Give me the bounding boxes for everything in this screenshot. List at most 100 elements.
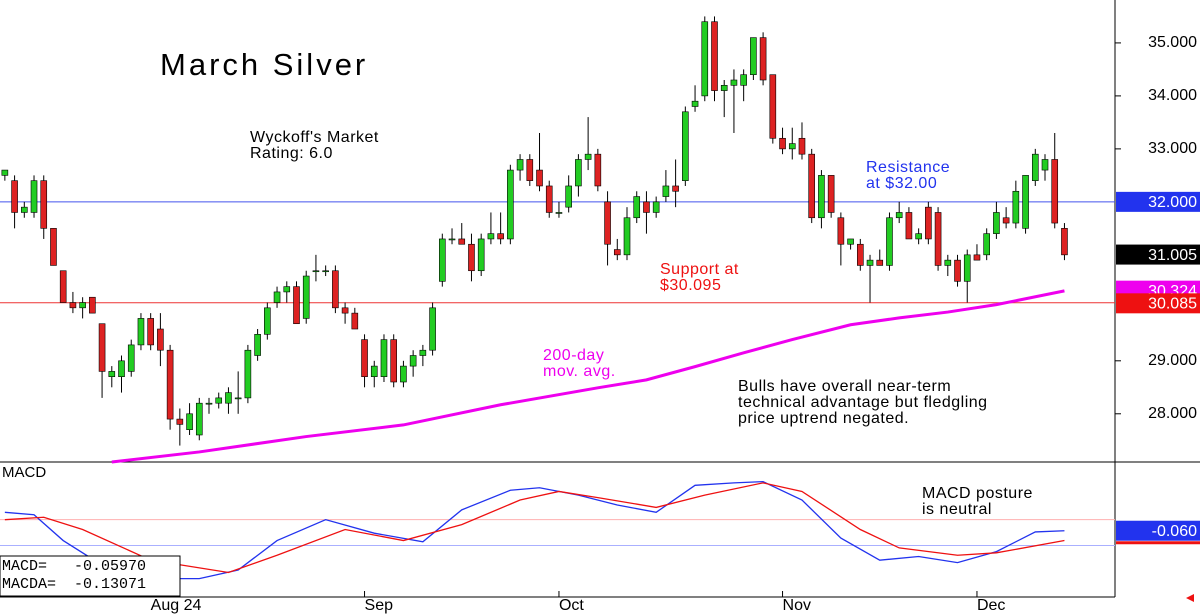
- candle-body: [584, 153, 592, 160]
- candle-body: [672, 185, 679, 192]
- candle-body: [312, 270, 320, 273]
- candle-body: [166, 349, 174, 420]
- candle-body: [730, 79, 738, 86]
- candle-body: [934, 212, 942, 266]
- annotation: Resistance: [866, 159, 950, 176]
- candle-body: [302, 275, 310, 319]
- annotation: Wyckoff's Market: [250, 129, 379, 146]
- candle-body: [973, 254, 981, 261]
- candle-body: [866, 259, 874, 266]
- candle-body: [604, 201, 611, 245]
- candle-body: [711, 21, 718, 91]
- chart-title: March Silver: [160, 47, 368, 82]
- candle-body: [273, 291, 281, 303]
- candle-body: [886, 217, 893, 266]
- macd-title: MACD: [2, 464, 46, 481]
- candle-body: [633, 196, 641, 219]
- candle-body: [234, 397, 242, 400]
- candle-body: [361, 339, 368, 377]
- annotation: Rating: 6.0: [250, 145, 333, 162]
- candle-body: [341, 307, 349, 314]
- candle-body: [1022, 175, 1029, 229]
- candle-body: [157, 328, 164, 351]
- y-tick-label: 28.000: [1148, 405, 1197, 422]
- y-tick-label: 33.000: [1148, 140, 1197, 157]
- price-tag: [1116, 244, 1200, 265]
- x-tick-label: Dec: [977, 597, 1005, 614]
- candle-body: [507, 169, 514, 240]
- candle-body: [613, 249, 621, 256]
- candle-body: [788, 143, 796, 150]
- candle-body: [254, 334, 261, 356]
- price-tag: [1116, 293, 1200, 314]
- annotation: MACD posture: [922, 485, 1033, 502]
- candle-body: [1012, 190, 1020, 224]
- candle-body: [487, 233, 495, 240]
- candle-body: [915, 233, 922, 240]
- candle-body: [691, 100, 699, 107]
- candle-body: [351, 312, 359, 330]
- readout-line: MACD= -0.05970: [2, 558, 146, 575]
- candle-body: [79, 302, 86, 309]
- candle-body: [30, 180, 38, 213]
- annotation: Support at: [660, 261, 739, 278]
- candle-body: [594, 153, 602, 187]
- macd-tag: [1116, 520, 1200, 541]
- candle-body: [40, 180, 48, 229]
- y-tick-label: 35.000: [1148, 34, 1197, 51]
- candle-body: [50, 228, 57, 266]
- candle-body: [545, 185, 553, 213]
- candle-body: [59, 270, 67, 303]
- candle-body: [740, 74, 747, 86]
- candle-body: [176, 418, 184, 425]
- macd-tag-label: -0.060: [1152, 523, 1197, 540]
- candle-body: [477, 238, 485, 272]
- annotation: $30.095: [660, 277, 721, 294]
- candle-body: [993, 212, 1000, 234]
- candle-body: [575, 159, 582, 187]
- x-tick-label: Aug 24: [151, 597, 202, 614]
- candle-body: [225, 392, 232, 404]
- candle-body: [69, 302, 77, 309]
- candle-body: [1041, 159, 1049, 171]
- candle-body: [565, 185, 572, 208]
- candle-body: [439, 238, 446, 282]
- candle-body: [108, 371, 116, 377]
- candle-body: [215, 397, 223, 404]
- x-tick-label: Nov: [783, 597, 811, 614]
- x-tick-label: Sep: [365, 597, 394, 614]
- annotation: at $32.00: [866, 175, 937, 192]
- candle-body: [380, 339, 388, 377]
- candle-body: [643, 201, 650, 213]
- candle-body: [536, 169, 543, 187]
- candle-body: [827, 175, 835, 213]
- candle-body: [1051, 159, 1059, 224]
- candle-body: [244, 349, 252, 399]
- price-tag-label: 31.005: [1148, 247, 1197, 264]
- candle-body: [963, 254, 971, 282]
- annotation: mov. avg.: [543, 363, 616, 380]
- candle-body: [925, 206, 932, 240]
- candle-body: [818, 175, 825, 219]
- candle-body: [516, 159, 524, 171]
- candle-body: [983, 233, 990, 256]
- candle-body: [390, 339, 398, 383]
- candle-body: [468, 243, 475, 272]
- candle-body: [526, 159, 534, 181]
- candle-body: [759, 37, 767, 81]
- candle-body: [750, 37, 757, 76]
- scroll-arrow[interactable]: [1186, 594, 1194, 602]
- candle-body: [662, 185, 670, 197]
- candle-body: [118, 360, 125, 377]
- candle-body: [1031, 153, 1039, 181]
- candle-body: [837, 217, 845, 245]
- candle-body: [186, 413, 193, 430]
- candle-body: [98, 323, 106, 372]
- candle-body: [322, 270, 329, 273]
- candle-body: [458, 238, 466, 245]
- candle-body: [283, 286, 291, 293]
- candle-body: [1061, 228, 1068, 256]
- candle-body: [769, 74, 777, 139]
- candle-body: [293, 286, 300, 325]
- annotation: 200-day: [543, 347, 604, 364]
